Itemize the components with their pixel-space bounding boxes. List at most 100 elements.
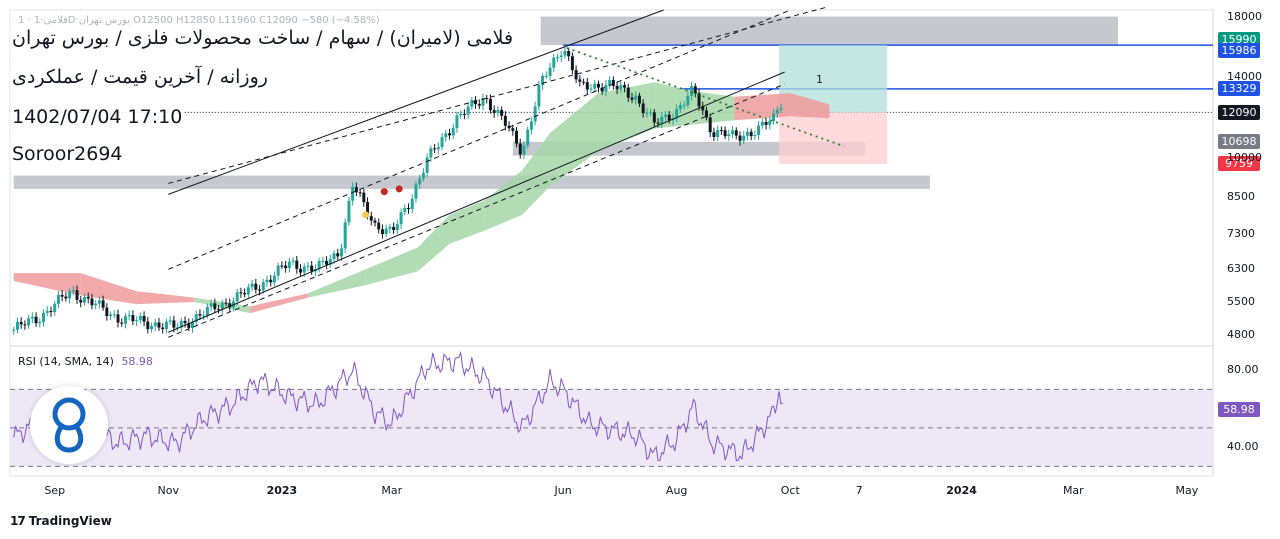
cloud-segment: [136, 291, 195, 305]
rsi-legend[interactable]: RSI (14, SMA, 14) 58.98: [18, 355, 153, 368]
candle-body: [779, 107, 783, 110]
candle-body: [462, 113, 466, 115]
candle-body: [772, 113, 776, 121]
rsi-pane: [10, 350, 1213, 467]
candle-body: [127, 315, 131, 317]
candle-body: [764, 121, 768, 125]
candle-body: [310, 265, 314, 272]
tradingview-logo-text: TradingView: [28, 514, 112, 528]
horizontal-zones: [13, 16, 1213, 189]
channel-line-2: [168, 9, 791, 270]
candle-body: [447, 133, 451, 136]
candle-body: [380, 229, 384, 235]
candle-body: [496, 109, 500, 114]
candle-body: [302, 266, 306, 273]
candle-body: [250, 283, 254, 288]
y-tick-label: 8500: [1227, 190, 1255, 204]
candle-body: [451, 128, 455, 136]
candle-body: [109, 314, 113, 316]
rsi-line: [13, 350, 784, 462]
chart-date: 1402/07/04 17:10: [10, 106, 185, 128]
x-tick-label: Oct: [780, 484, 800, 497]
candle-body: [555, 57, 559, 59]
candle-body: [775, 109, 779, 114]
candle-body: [749, 131, 753, 136]
candle-body: [366, 202, 370, 217]
candle-body: [466, 106, 470, 115]
x-tick-label: Mar: [1062, 484, 1084, 497]
candle-body: [667, 114, 671, 121]
candle-body: [317, 261, 321, 270]
candle-body: [701, 106, 705, 111]
candle-body: [53, 303, 57, 313]
x-tick-label: Mar: [381, 484, 403, 497]
candle-body: [258, 289, 262, 291]
rsi-value-tag: 58.98: [1218, 402, 1260, 417]
faint-ohlc-legend: 1 · فلامی·1D·بورس تهران O12500 H12850 L1…: [18, 15, 380, 26]
candle-body: [686, 96, 690, 106]
cloud-segment: [522, 132, 551, 215]
candle-body: [533, 106, 537, 122]
candle-body: [738, 135, 742, 141]
price-tag: 13329: [1218, 81, 1260, 97]
candle-body: [358, 192, 362, 194]
candle-body: [727, 134, 731, 137]
y-tick-label: 7300: [1227, 226, 1255, 240]
candle-body: [500, 109, 504, 116]
candle-body: [97, 300, 101, 304]
candle-body: [42, 312, 46, 322]
candle-body: [634, 95, 638, 100]
x-tick-label: Nov: [157, 484, 180, 497]
candle-body: [440, 137, 444, 148]
candle-body: [68, 291, 72, 299]
candle-body: [187, 323, 191, 328]
support-zone-2: [13, 175, 930, 189]
candle-body: [228, 303, 232, 308]
channel-line-3: [168, 71, 785, 333]
candle-body: [321, 260, 325, 262]
candle-body: [295, 260, 299, 269]
candle-body: [488, 98, 492, 111]
candle-body: [544, 75, 548, 77]
candle-body: [328, 259, 332, 265]
candle-body: [209, 303, 213, 307]
candle-body: [351, 187, 355, 201]
candle-body: [306, 265, 310, 267]
candle-body: [161, 327, 165, 329]
position-box-stop: [779, 112, 888, 164]
candle-body: [593, 83, 597, 89]
candle-body: [600, 87, 604, 92]
candle-body: [690, 86, 694, 97]
candle-body: [168, 320, 172, 322]
candle-body: [280, 265, 284, 267]
candle-body: [343, 222, 347, 249]
candle-body: [697, 93, 701, 107]
candle-body: [522, 145, 526, 155]
candle-body: [198, 314, 202, 316]
candle-body: [649, 112, 653, 114]
candle-body: [436, 147, 440, 150]
x-tick-label: 2023: [266, 484, 298, 497]
x-tick-label: 2024: [946, 484, 977, 497]
candle-body: [94, 303, 98, 306]
candle-body: [637, 95, 641, 104]
candle-body: [589, 88, 593, 90]
y-tick-label: 4800: [1227, 327, 1255, 341]
candle-body: [116, 314, 120, 323]
candle-body: [596, 83, 600, 88]
candle-body: [641, 103, 645, 114]
candle-body: [105, 307, 109, 316]
channel-line-0: [168, 9, 664, 195]
y-tick-label: 10000: [1227, 151, 1262, 165]
candle-body: [474, 100, 478, 105]
candle-body: [373, 220, 377, 223]
tradingview-logo[interactable]: 17 TradingView: [10, 514, 112, 528]
candle-body: [217, 309, 221, 311]
candle-body: [120, 322, 124, 324]
candle-body: [753, 135, 757, 137]
price-tag: 15986: [1218, 42, 1260, 58]
cloud-segment: [80, 273, 137, 305]
candle-body: [742, 135, 746, 141]
drawing-lines: [168, 6, 845, 338]
